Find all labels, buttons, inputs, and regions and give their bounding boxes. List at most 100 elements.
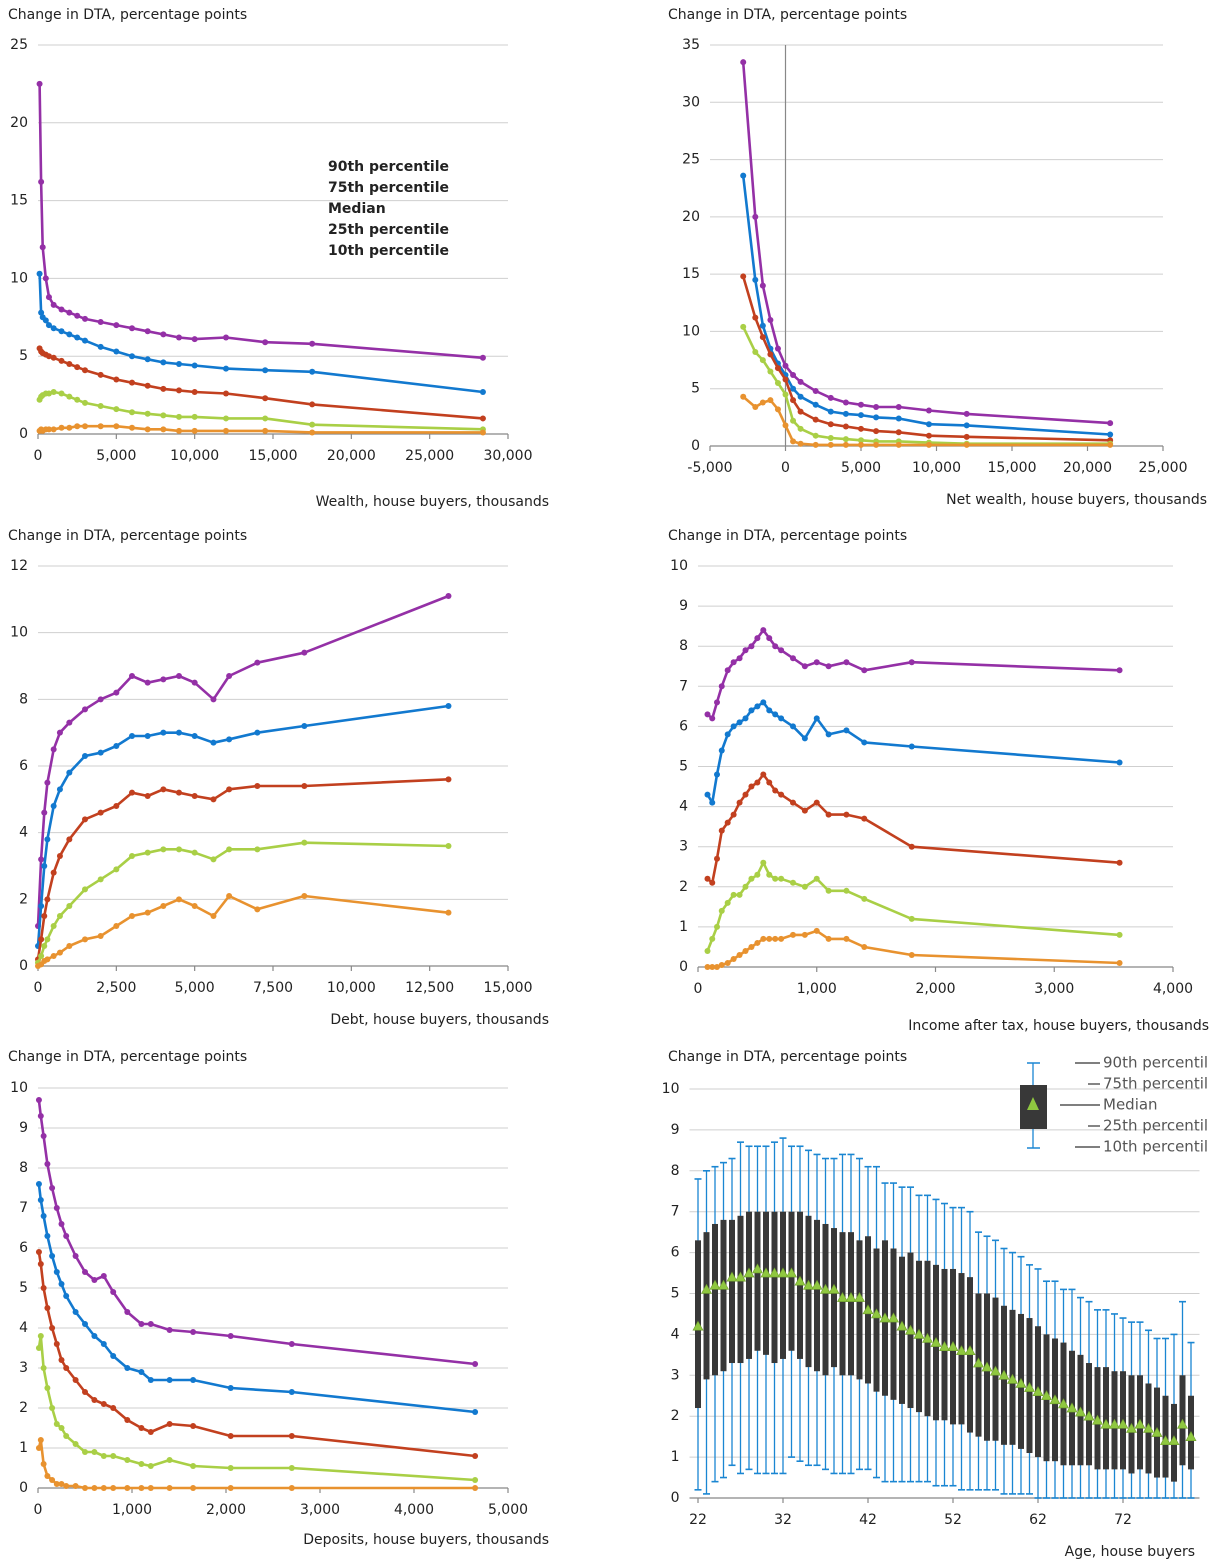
y-tick-label: 4 [19,825,28,841]
point-marker [53,1205,60,1211]
point-marker [813,875,820,882]
point-marker [144,733,151,739]
point-marker [724,959,731,966]
x-tick-label: 72 [1114,1512,1132,1528]
point-marker [50,325,57,332]
point-marker [778,935,785,942]
point-marker [908,951,915,958]
point-marker [748,783,755,790]
point-marker [129,379,135,386]
point-marker [74,396,81,403]
x-tick-label: 0 [781,460,790,476]
point-marker [861,739,868,746]
point-marker [825,935,832,942]
median-marker [989,1365,1002,1376]
point-marker [908,915,915,922]
point-marker [63,1293,70,1299]
point-marker [190,1329,197,1335]
median-marker [998,1369,1010,1380]
point-marker [138,1485,145,1491]
point-marker [35,1345,42,1351]
point-marker [138,1321,145,1327]
point-marker [113,322,120,329]
point-marker [50,746,57,753]
point-marker [925,441,932,448]
point-marker [100,1341,107,1347]
point-marker [82,1321,88,1327]
x-tick-label: 15,000 [484,980,533,996]
point-marker [176,334,182,341]
point-marker [858,425,864,432]
series-line [37,1183,476,1414]
point-marker [176,789,182,796]
x-tick-label: 10,000 [170,448,219,464]
point-marker [91,1485,98,1491]
point-marker [740,172,747,179]
point-marker [82,753,88,759]
point-marker [262,395,269,402]
point-marker [813,659,820,666]
point-marker [778,875,785,882]
box [873,1248,880,1392]
point-marker [72,1441,79,1447]
box [720,1219,727,1372]
point-marker [160,359,167,366]
panel: Change in DTA, percentage points Wealth, … [8,7,549,510]
point-marker [797,425,804,432]
point-marker [797,393,804,400]
point-marker [812,401,819,408]
y-tick-label: 10 [670,558,688,574]
point-marker [724,731,731,738]
point-marker [766,871,773,878]
point-marker [42,317,49,324]
y-tick-label: 9 [679,598,688,614]
point-marker [767,316,774,323]
point-marker [129,733,135,739]
point-marker [754,779,761,786]
point-marker [748,707,755,714]
point-marker [730,659,737,666]
point-marker [45,322,52,329]
point-marker [908,743,915,750]
point-marker [759,334,766,341]
point-marker [144,909,151,916]
point-marker [144,356,151,363]
point-marker [842,399,849,406]
y-tick-label: 8 [679,638,688,654]
point-marker [41,809,48,816]
point-marker [714,923,720,930]
point-marker [44,1161,51,1167]
series-line [36,704,449,947]
point-marker [718,747,725,754]
point-marker [754,703,761,710]
point-marker [774,365,781,372]
point-marker [97,933,104,939]
median-marker [913,1328,925,1339]
median-marker [734,1271,747,1282]
x-tick-label: 0 [694,981,703,997]
point-marker [759,322,766,329]
point-marker [790,799,796,806]
y-tick-label: 15 [682,266,700,282]
point-marker [736,951,743,958]
median-marker [1040,1390,1053,1401]
point-marker [147,1429,154,1435]
y-tick-label: 9 [671,1122,680,1138]
point-marker [801,663,808,670]
point-marker [309,340,316,347]
point-marker [752,404,759,411]
point-marker [144,328,151,335]
point-marker [790,723,796,730]
point-marker [82,315,88,322]
point-marker [925,432,932,439]
x-tick-label: 0 [34,448,43,464]
point-marker [736,719,743,726]
point-marker [790,879,796,886]
y-tick-label: 4 [671,1326,680,1342]
point-marker [190,1423,197,1429]
y-tick-label: 4 [679,799,688,815]
point-marker [63,1433,70,1439]
median-marker [870,1308,883,1319]
median-marker [853,1291,866,1302]
point-marker [58,1221,65,1227]
